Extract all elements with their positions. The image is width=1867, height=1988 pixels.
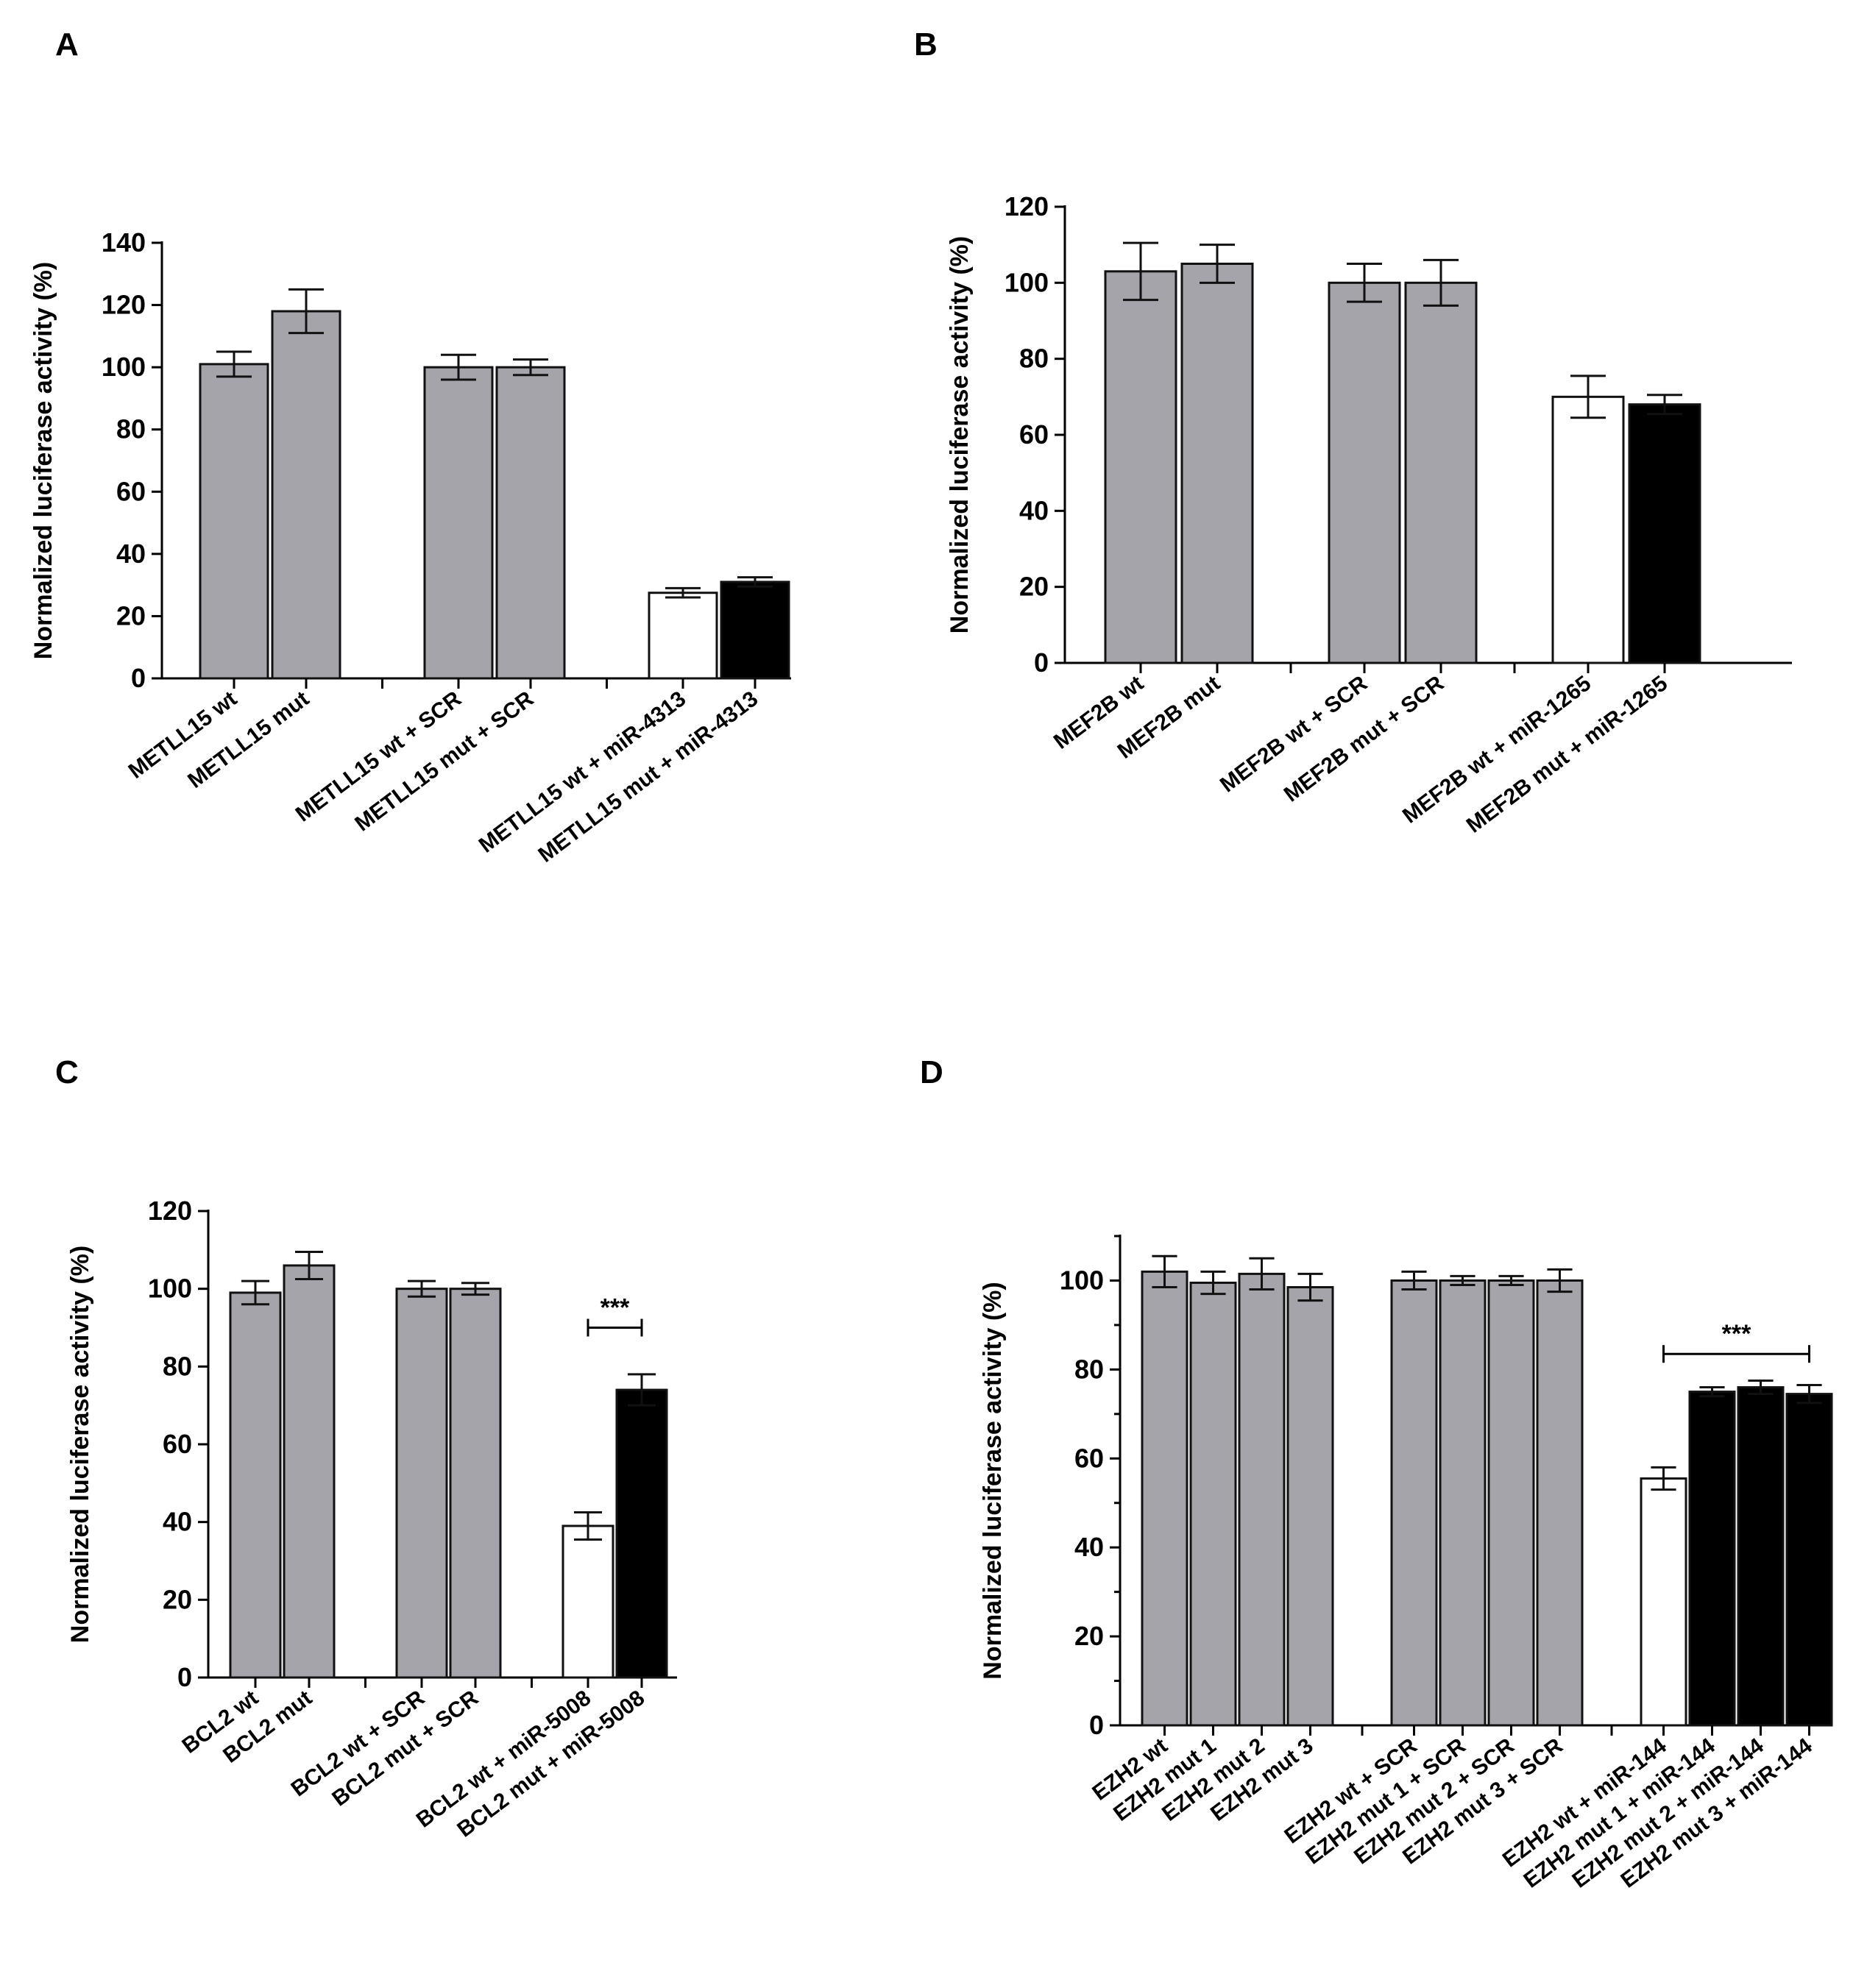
bar-6 — [1628, 403, 1701, 664]
y-tick-label-100: 100 — [148, 1274, 192, 1304]
bar-5 — [648, 592, 718, 680]
y-axis-label: Normalized luciferase activity (%) — [946, 236, 974, 633]
panel-letter-d: D — [920, 1054, 943, 1090]
y-axis-label: Normalized luciferase activity (%) — [66, 1246, 94, 1643]
panel-b: B 0 20 40 60 80 100 120 Normalized luciferase ac… — [905, 15, 1862, 971]
y-tick-label-80: 80 — [1074, 1354, 1104, 1384]
y-tick-label-120: 120 — [148, 1196, 192, 1226]
y-tick-label-60: 60 — [163, 1429, 192, 1459]
bar-3 — [1328, 281, 1401, 664]
bar-3 — [1238, 1272, 1286, 1727]
bar-4 — [449, 1288, 502, 1679]
bar-8 — [1536, 1279, 1584, 1727]
bar-6 — [720, 581, 790, 680]
panel-letter-a: A — [55, 26, 79, 63]
bar-2 — [271, 310, 341, 680]
y-tick-label-80: 80 — [1019, 344, 1049, 374]
y-tick-label-40: 40 — [163, 1507, 192, 1537]
y-tick-label-20: 20 — [1074, 1621, 1104, 1651]
bar-1 — [1141, 1270, 1188, 1727]
bar-6 — [1439, 1279, 1487, 1727]
chart-c-svg: C 0 20 40 60 80 100 120 Normalized luciferase ac… — [55, 1054, 677, 1842]
x-tick-label-11: EZH2 mut 2 + miR-144 — [1568, 1733, 1768, 1893]
bar-1 — [199, 363, 269, 680]
bar-1 — [1104, 270, 1177, 664]
y-tick-label-80: 80 — [116, 414, 146, 444]
y-tick-label-0: 0 — [1089, 1710, 1104, 1740]
bar-3 — [423, 366, 494, 680]
bar-7 — [1487, 1279, 1535, 1727]
y-axis-label: Normalized luciferase activity (%) — [29, 262, 57, 659]
significance-label: *** — [601, 1294, 630, 1322]
bar-10 — [1688, 1391, 1736, 1727]
y-tick-label-140: 140 — [102, 227, 146, 258]
y-tick-label-40: 40 — [116, 539, 146, 569]
panel-a: A 0 20 40 60 80 100 120 140 Normalized luciferase… — [15, 15, 920, 971]
chart-d-svg: D 0 20 40 60 80 100 Normalized luciferase activ… — [920, 1054, 1833, 1893]
y-tick-label-100: 100 — [102, 352, 146, 382]
significance-label: *** — [1722, 1320, 1751, 1348]
bar-2 — [1189, 1281, 1237, 1727]
panel-d: D 0 20 40 60 80 100 Normalized luciferase activ… — [905, 1030, 1862, 1987]
y-tick-label-20: 20 — [1019, 572, 1049, 602]
y-tick-label-0: 0 — [1034, 647, 1049, 678]
bar-5 — [1551, 395, 1625, 664]
panel-letter-c: C — [55, 1054, 79, 1090]
y-tick-label-20: 20 — [163, 1584, 192, 1614]
bar-4 — [495, 366, 566, 680]
chart-a-svg: A 0 20 40 60 80 100 120 140 Normalized luciferase… — [29, 26, 791, 867]
y-tick-label-20: 20 — [116, 600, 146, 631]
y-tick-label-0: 0 — [131, 663, 146, 693]
bar-4 — [1286, 1286, 1334, 1727]
y-tick-label-40: 40 — [1019, 495, 1049, 525]
bar-5 — [1390, 1279, 1438, 1727]
y-tick-label-100: 100 — [1005, 267, 1049, 297]
y-tick-label-60: 60 — [1019, 419, 1049, 450]
y-tick-label-100: 100 — [1060, 1265, 1104, 1295]
y-tick-label-80: 80 — [163, 1351, 192, 1381]
bar-4 — [1404, 281, 1478, 664]
y-tick-label-120: 120 — [1005, 191, 1049, 221]
y-tick-label-60: 60 — [1074, 1443, 1104, 1473]
y-tick-label-0: 0 — [177, 1662, 192, 1692]
y-tick-label-120: 120 — [102, 290, 146, 320]
y-tick-label-60: 60 — [116, 476, 146, 506]
bar-2 — [1180, 263, 1254, 664]
bar-9 — [1640, 1477, 1687, 1727]
bar-11 — [1737, 1386, 1785, 1727]
bar-12 — [1785, 1393, 1833, 1727]
y-tick-label-40: 40 — [1074, 1532, 1104, 1562]
bar-3 — [395, 1288, 448, 1679]
x-tick-label-2: METLL15 mut — [183, 686, 313, 793]
panel-letter-b: B — [914, 26, 938, 63]
bar-5 — [561, 1524, 614, 1679]
bar-6 — [615, 1388, 668, 1679]
y-axis-label: Normalized luciferase activity (%) — [979, 1282, 1007, 1679]
bar-1 — [229, 1291, 282, 1679]
panel-c: C 0 20 40 60 80 100 120 Normalized luciferase ac… — [15, 1030, 920, 1987]
chart-b-svg: B 0 20 40 60 80 100 120 Normalized luciferase ac… — [914, 26, 1792, 838]
bar-2 — [283, 1264, 336, 1679]
